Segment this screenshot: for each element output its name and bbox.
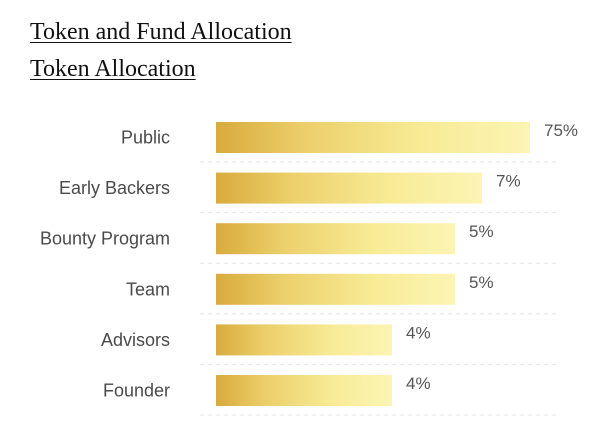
bar-advisors	[216, 324, 392, 356]
value-label: 4%	[406, 374, 431, 393]
bar-team	[216, 273, 455, 305]
category-label: Early Backers	[59, 178, 170, 198]
bar-founder	[216, 375, 392, 406]
chart-title: Token Allocation	[30, 56, 196, 82]
value-label: 5%	[469, 222, 494, 241]
bar-bounty-program	[216, 223, 455, 255]
value-label: 4%	[406, 323, 431, 342]
category-label: Founder	[103, 381, 170, 401]
page-title: Token and Fund Allocation	[30, 19, 292, 45]
bar-early-backers	[216, 172, 482, 204]
category-label: Advisors	[101, 330, 170, 350]
category-label: Bounty Program	[40, 229, 170, 249]
category-label: Public	[121, 128, 170, 148]
bar-public	[216, 122, 530, 153]
category-label: Team	[126, 279, 170, 299]
value-label: 5%	[469, 273, 494, 292]
value-label: 7%	[496, 172, 521, 191]
value-label: 75%	[544, 121, 578, 140]
